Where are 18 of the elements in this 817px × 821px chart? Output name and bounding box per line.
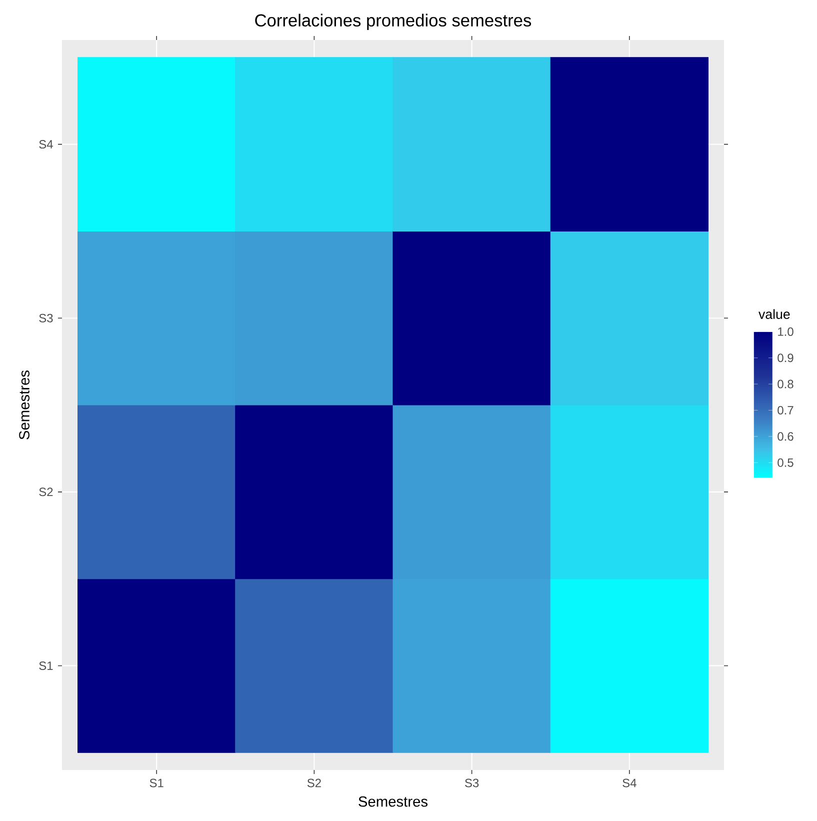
color-bar-label: 0.9 [778,354,794,362]
x-tick-label: S3 [465,778,479,788]
x-axis-title: Semestres [358,796,428,807]
color-bar-label: 1.0 [778,327,794,336]
chart-title: Correlaciones promedios semestres [255,14,532,30]
y-axis-title: Semestres [19,370,30,440]
y-tick-label: S3 [39,314,53,322]
x-tick-label: S1 [150,778,164,788]
color-bar-label: 0.5 [778,458,794,467]
color-bar-title: value [758,309,790,319]
y-tick-label: S2 [39,488,53,496]
x-tick-label: S4 [622,778,636,788]
color-bar-label: 0.6 [778,432,794,441]
x-tick-label: S2 [307,778,321,788]
color-bar-label: 0.7 [778,406,794,415]
color-bar-label: 0.8 [778,380,794,388]
y-tick-label: S1 [39,661,53,670]
y-tick-label: S4 [39,140,53,149]
